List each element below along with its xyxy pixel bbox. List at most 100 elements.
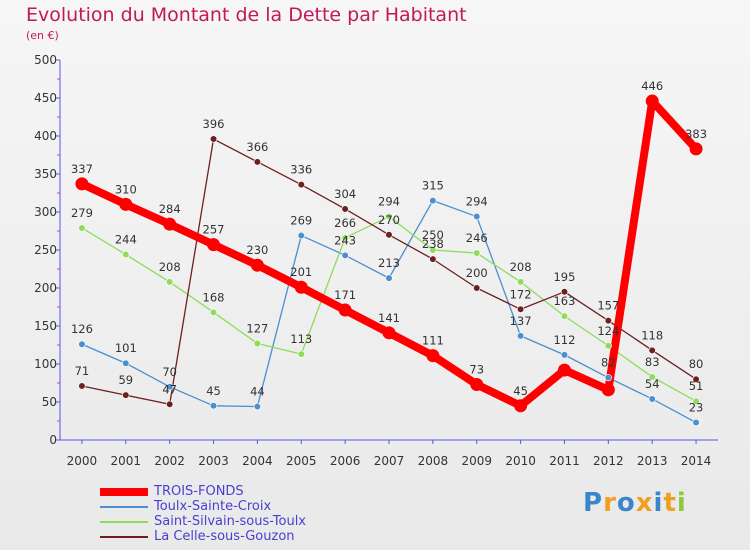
legend-label: Saint-Silvain-sous-Toulx <box>154 514 307 529</box>
data-point <box>382 326 396 340</box>
data-label: 208 <box>510 260 532 274</box>
data-point <box>516 332 525 340</box>
data-label: 294 <box>466 195 488 209</box>
x-tick-label: 2002 <box>154 454 185 468</box>
y-tick-label: 0 <box>49 433 57 447</box>
legend-entry: Toulx-Sainte-Croix <box>100 499 306 514</box>
x-tick-label: 2003 <box>198 454 229 468</box>
data-point <box>601 383 615 397</box>
data-point <box>297 231 305 240</box>
x-tick-label: 2000 <box>67 454 98 468</box>
data-point <box>75 177 89 191</box>
logo-letter: i <box>676 488 687 518</box>
data-label: 366 <box>246 140 268 154</box>
logo-letter: r <box>603 488 617 518</box>
data-point <box>516 305 525 313</box>
data-point <box>648 373 656 381</box>
logo-letter: x <box>635 488 654 518</box>
data-point <box>253 402 261 411</box>
data-point <box>207 238 221 252</box>
legend-entry: La Celle-sous-Gouzon <box>100 529 306 544</box>
data-point <box>122 250 130 259</box>
data-point <box>78 340 86 348</box>
chart-subtitle: (en €) <box>26 29 59 42</box>
data-label: 71 <box>75 364 90 378</box>
data-label: 113 <box>290 332 312 346</box>
y-tick-label: 50 <box>42 395 57 409</box>
data-point <box>253 339 261 348</box>
data-label: 208 <box>159 260 181 274</box>
data-label: 112 <box>553 333 575 347</box>
data-label: 310 <box>115 182 137 196</box>
data-labels: 337 310 284 257 230 201 171 141 111 73 45 446 383 126… <box>71 79 707 414</box>
data-label: 200 <box>466 266 488 280</box>
data-point <box>122 391 130 399</box>
x-tick-label: 2007 <box>374 454 405 468</box>
data-point <box>250 258 264 272</box>
data-point <box>560 351 569 359</box>
data-label: 111 <box>422 334 444 348</box>
y-tick-label: 200 <box>34 281 57 295</box>
data-label: 59 <box>118 373 133 387</box>
data-label: 124 <box>597 324 619 338</box>
data-point <box>385 231 393 239</box>
data-point <box>297 181 305 189</box>
data-label: 70 <box>162 365 177 379</box>
data-label: 137 <box>510 314 532 328</box>
data-point <box>163 217 177 231</box>
data-point <box>560 312 569 320</box>
data-label: 238 <box>422 237 444 251</box>
data-point <box>78 224 86 232</box>
legend-swatch <box>100 487 148 496</box>
data-point <box>78 382 86 390</box>
y-tick-label: 450 <box>34 91 57 105</box>
data-point <box>557 363 571 377</box>
legend-swatch <box>100 520 148 523</box>
logo-letter: P <box>583 488 604 518</box>
data-point <box>294 280 308 294</box>
data-label: 45 <box>206 384 221 398</box>
data-point <box>209 308 218 316</box>
line-chart: 0 50 100 150 200 250 300 350 400 450 500 2000 2001 20… <box>34 53 718 468</box>
data-label: 45 <box>513 384 528 398</box>
data-label: 163 <box>553 294 575 308</box>
legend-swatch <box>100 505 148 508</box>
data-point <box>560 288 569 296</box>
data-point <box>341 234 349 242</box>
data-label: 168 <box>203 290 225 304</box>
data-label: 201 <box>290 265 312 279</box>
data-label: 23 <box>689 401 704 415</box>
legend-label: Toulx-Sainte-Croix <box>154 499 272 514</box>
data-label: 336 <box>290 163 312 177</box>
data-label: 171 <box>334 288 356 302</box>
legend-entry: TROIS-FONDS <box>100 484 306 499</box>
data-label: 83 <box>645 355 660 369</box>
x-tick-label: 2009 <box>461 454 492 468</box>
data-label: 250 <box>422 228 444 242</box>
data-label: 157 <box>597 299 619 313</box>
data-point <box>338 303 352 317</box>
x-tick-label: 2012 <box>593 454 624 468</box>
x-tick-label: 2006 <box>330 454 361 468</box>
data-point <box>604 374 612 382</box>
data-point <box>253 158 261 166</box>
data-point <box>429 246 437 254</box>
legend: TROIS-FONDS Toulx-Sainte-Croix Saint-Silva… <box>100 484 306 544</box>
data-point <box>516 278 525 286</box>
data-label: 101 <box>115 341 137 355</box>
data-point <box>122 359 130 367</box>
x-tick-label: 2013 <box>637 454 668 468</box>
data-point <box>692 375 700 383</box>
data-label: 73 <box>469 363 484 377</box>
x-tick-label: 2004 <box>242 454 273 468</box>
data-label: 243 <box>334 233 356 247</box>
data-label: 304 <box>334 187 356 201</box>
chart-title: Evolution du Montant de la Dette par Hab… <box>26 4 467 26</box>
proxiti-logo: Proxiti <box>583 488 687 518</box>
data-label: 80 <box>689 357 704 371</box>
legend-label: TROIS-FONDS <box>154 484 244 499</box>
data-label: 396 <box>203 117 225 131</box>
data-label: 383 <box>685 127 707 141</box>
data-point <box>692 397 700 405</box>
